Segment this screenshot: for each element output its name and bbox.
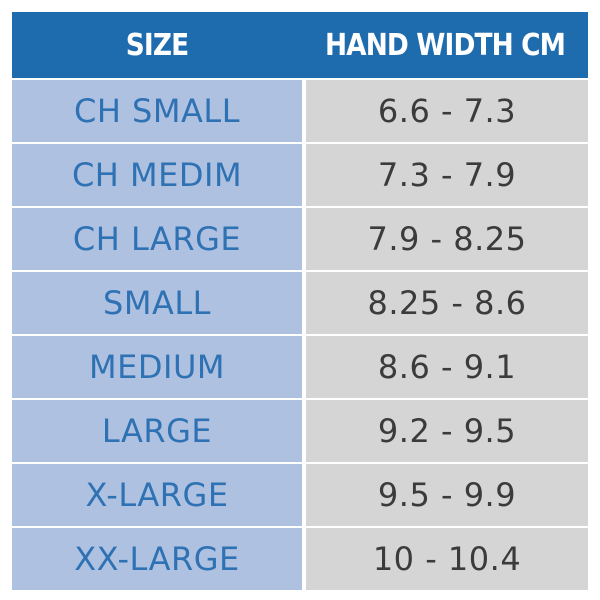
table-row: MEDIUM 8.6 - 9.1 <box>12 336 588 398</box>
table-row: CH SMALL 6.6 - 7.3 <box>12 80 588 142</box>
header-cell: HAND WIDTH CM <box>324 27 566 63</box>
size-cell: X-LARGE <box>12 464 302 526</box>
width-cell: 9.2 - 9.5 <box>306 400 588 462</box>
table-row: X-LARGE 9.5 - 9.9 <box>12 464 588 526</box>
width-cell: 8.25 - 8.6 <box>306 272 588 334</box>
width-cell: 8.6 - 9.1 <box>306 336 588 398</box>
table-row: XX-LARGE 10 - 10.4 <box>12 528 588 590</box>
header-cell: SIZE <box>125 27 189 63</box>
size-cell: CH LARGE <box>12 208 302 270</box>
size-cell: SMALL <box>12 272 302 334</box>
size-cell: MEDIUM <box>12 336 302 398</box>
size-cell: CH MEDIM <box>12 144 302 206</box>
size-cell: CH SMALL <box>12 80 302 142</box>
size-cell: XX-LARGE <box>12 528 302 590</box>
width-cell: 10 - 10.4 <box>306 528 588 590</box>
width-cell: 7.9 - 8.25 <box>306 208 588 270</box>
table-row: LARGE 9.2 - 9.5 <box>12 400 588 462</box>
width-cell: 7.3 - 7.9 <box>306 144 588 206</box>
table-row: CH MEDIM 7.3 - 7.9 <box>12 144 588 206</box>
width-cell: 9.5 - 9.9 <box>306 464 588 526</box>
table-row: CH LARGE 7.9 - 8.25 <box>12 208 588 270</box>
header-row: SIZE HAND WIDTH CM <box>12 12 588 78</box>
size-table: SIZE HAND WIDTH CM CH SMALL 6.6 - 7.3 CH M… <box>12 12 588 592</box>
width-cell: 6.6 - 7.3 <box>306 80 588 142</box>
size-cell: LARGE <box>12 400 302 462</box>
table-row: SMALL 8.25 - 8.6 <box>12 272 588 334</box>
